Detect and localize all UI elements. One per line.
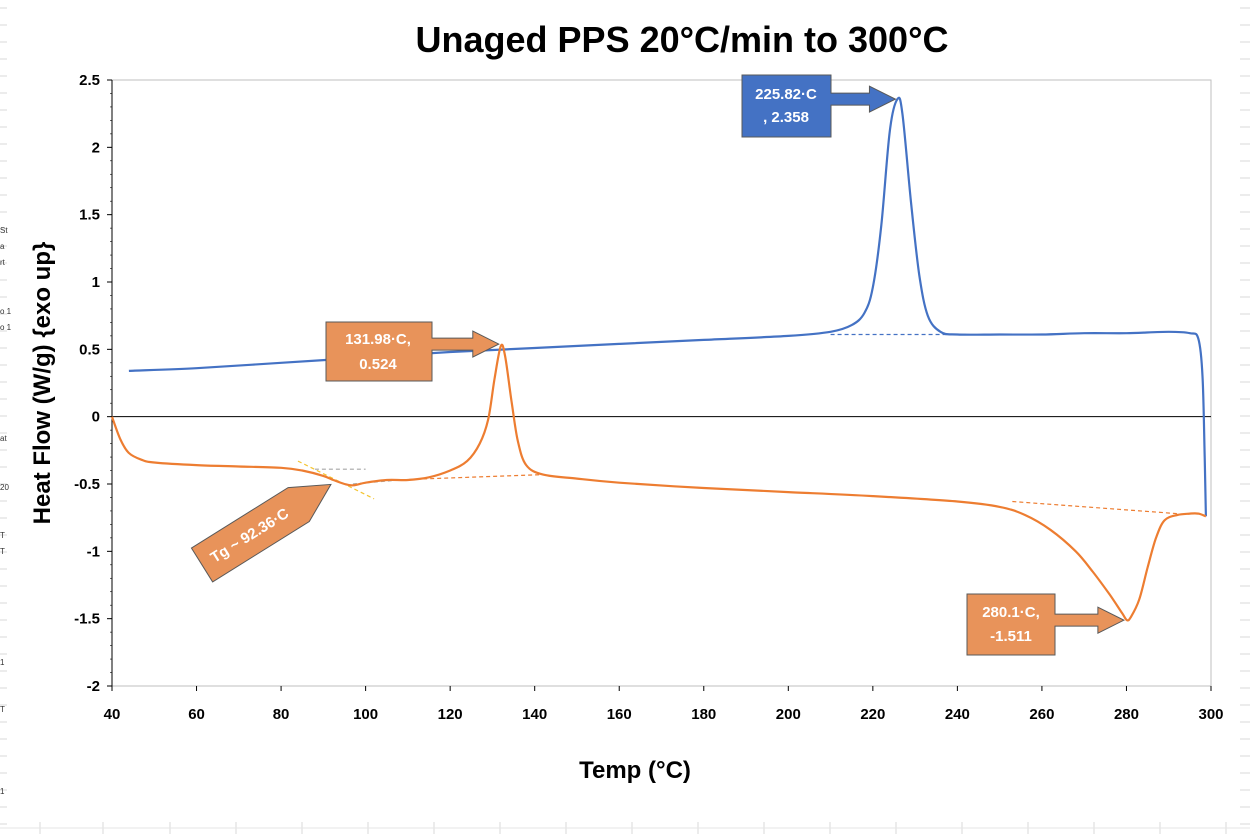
y-tick-label: 2.5 [79, 72, 100, 89]
y-tick-label: 0.5 [79, 341, 100, 358]
edge-fragment: St [0, 226, 8, 235]
y-tick-label: -0.5 [74, 476, 100, 493]
x-tick-label: 100 [353, 706, 378, 723]
callout-shape [190, 483, 332, 583]
x-tick-label: 300 [1198, 706, 1223, 723]
callout-text: 131.98·C, [345, 331, 411, 348]
edge-fragment: at [0, 434, 7, 443]
y-tick-labels: 2.5 2 1.5 1 0.5 0 -0.5 -1 -1.5 -2 [74, 72, 100, 695]
spreadsheet-grid [0, 7, 1250, 834]
callout-orange-peak: 131.98·C, 0.524 [325, 321, 500, 382]
x-tick-label: 200 [776, 706, 801, 723]
x-tick-labels: 40 60 80 100 120 140 160 180 200 220 240 260 280 300 [104, 706, 1224, 723]
x-tick-label: 160 [607, 706, 632, 723]
x-tick-label: 240 [945, 706, 970, 723]
series-line-orange [110, 343, 1207, 622]
x-tick-label: 280 [1114, 706, 1139, 723]
edge-fragment: a [0, 242, 5, 251]
callout-text: 0.524 [359, 356, 397, 373]
x-tick-label: 220 [860, 706, 885, 723]
edge-fragment: o 1 [0, 307, 12, 316]
callout-shape [325, 321, 500, 382]
edge-fragment: T [0, 531, 5, 540]
callout-blue-peak: 225.82·C , 2.358 [741, 74, 897, 138]
series-line-blue [128, 96, 1207, 517]
callout-orange-valley: 280.1·C, -1.511 [966, 593, 1126, 656]
x-tick-label: 260 [1029, 706, 1054, 723]
callout-text: 225.82·C [755, 86, 817, 103]
x-tick-label: 140 [522, 706, 547, 723]
x-tick-label: 40 [104, 706, 121, 723]
x-tick-label: 80 [273, 706, 290, 723]
y-tick-label: 0 [92, 409, 100, 426]
x-tick-label: 60 [188, 706, 205, 723]
callout-text: 280.1·C, [982, 604, 1040, 621]
x-tick-label: 120 [438, 706, 463, 723]
edge-fragment: 1 [0, 658, 5, 667]
y-tick-label: -2 [87, 678, 100, 695]
x-tick-label: 180 [691, 706, 716, 723]
y-tick-label: -1 [87, 543, 100, 560]
edge-fragment: 1 [0, 787, 5, 796]
edge-fragment: T [0, 547, 5, 556]
y-tick-label: -1.5 [74, 611, 100, 628]
edge-fragment: 20 [0, 483, 9, 492]
callout-text: , 2.358 [763, 109, 809, 126]
callouts: 225.82·C , 2.358 131.98·C, 0.524 280.1·C, -1.… [190, 74, 1126, 656]
edge-fragment: o 1 [0, 323, 12, 332]
y-axis-label: Heat Flow (W/g) {exo up} [29, 242, 56, 525]
edge-fragment: T [0, 705, 5, 714]
callout-tg: Tg ~ 92.36·C [190, 483, 332, 583]
chart-title: Unaged PPS 20°C/min to 300°C [416, 19, 949, 60]
axes [107, 79, 1212, 691]
y-tick-label: 1 [92, 274, 100, 291]
edge-fragment: rt [0, 258, 6, 267]
baseline [1012, 500, 1178, 515]
y-tick-label: 2 [92, 139, 100, 156]
y-tick-label: 1.5 [79, 207, 100, 224]
callout-text: -1.511 [990, 628, 1032, 645]
x-axis-label: Temp (°C) [579, 757, 691, 784]
data-series [110, 96, 1207, 622]
callout-shape [966, 593, 1126, 656]
callout-shape [741, 74, 897, 138]
